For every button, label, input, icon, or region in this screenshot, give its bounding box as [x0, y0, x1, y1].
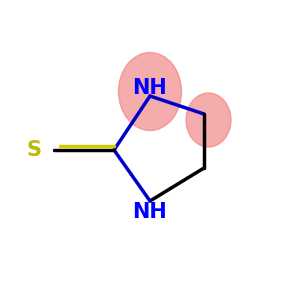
- Ellipse shape: [118, 52, 182, 130]
- Text: S: S: [27, 140, 42, 160]
- Text: NH: NH: [133, 79, 167, 98]
- Text: NH: NH: [133, 202, 167, 221]
- Ellipse shape: [186, 93, 231, 147]
